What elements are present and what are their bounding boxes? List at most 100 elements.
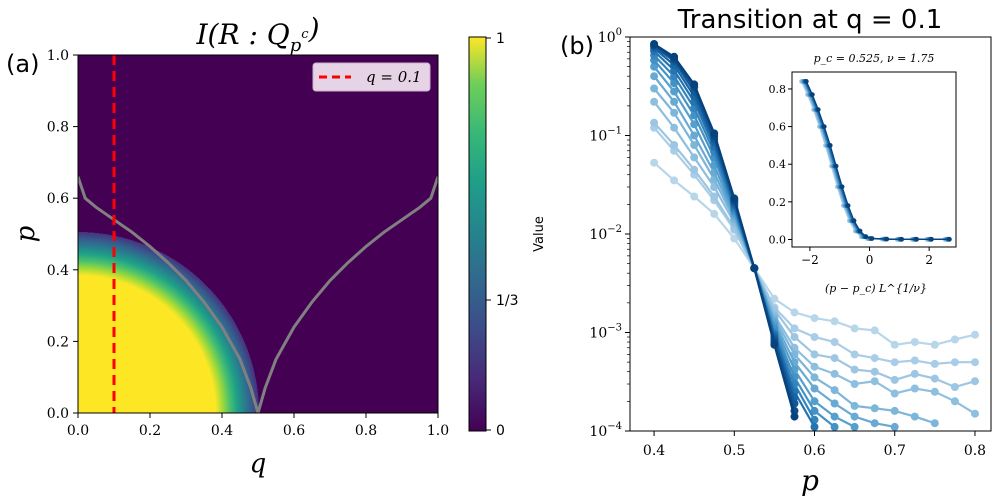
series-point — [790, 412, 799, 421]
series-point — [690, 131, 699, 140]
inset-point — [863, 234, 869, 240]
series-point — [690, 165, 699, 174]
series-point — [870, 354, 879, 363]
heatmap-xtick-label: 1.0 — [427, 423, 449, 439]
transition-ytick-label: 10−2 — [589, 224, 622, 243]
series-point — [971, 330, 979, 339]
series-point — [950, 383, 959, 391]
inset-background — [791, 71, 957, 248]
inset-point — [827, 143, 833, 148]
series-point — [690, 141, 699, 149]
series-point — [810, 350, 819, 359]
series-point — [690, 120, 699, 129]
heatmap-frame — [77, 54, 439, 414]
boundary-curve — [78, 176, 438, 413]
series-point — [930, 387, 939, 396]
inset-point — [815, 107, 821, 112]
series-point — [830, 386, 839, 395]
heatmap-axes: 0.0 0.2 0.4 0.6 0.8 1.0 0.0 0.2 0.4 0.6 0.8 1.0 — [47, 48, 449, 439]
colorbar-tick-top: 1 — [496, 31, 505, 47]
series-point — [810, 397, 819, 406]
series-point — [770, 294, 779, 303]
inset-xtick-label: 2 — [925, 253, 933, 267]
series-point — [930, 340, 939, 349]
inset-xlabel: (p − p_c) L^{1/ν} — [825, 282, 927, 295]
series-point — [670, 176, 679, 185]
series-line — [653, 43, 796, 417]
series-point — [690, 192, 699, 201]
heatmap-ytick-label: 0.2 — [47, 334, 69, 350]
series-point — [790, 333, 799, 341]
series-point — [890, 422, 899, 431]
heatmap-ytick-label: 0.0 — [47, 406, 69, 422]
series-point — [830, 412, 839, 421]
series-point — [650, 40, 659, 48]
series-point — [730, 234, 739, 243]
series-point — [890, 406, 899, 415]
inset-point — [914, 236, 919, 242]
series-point — [810, 314, 819, 323]
inset-point — [929, 236, 934, 242]
inset-point — [809, 92, 815, 97]
series-point — [910, 338, 919, 346]
series-point — [810, 333, 819, 341]
inset-point — [803, 79, 809, 84]
series-point — [830, 369, 839, 378]
colorbar-tick-bottom: 0 — [496, 423, 505, 439]
inset-ytick-label: 0.0 — [769, 233, 787, 246]
inset: p_c = 0.525, ν = 1.75 −2 0 2 0.0 0.2 0.4 0.6 0.… — [769, 52, 957, 295]
inset-axes: −2 0 2 0.0 0.2 0.4 0.6 0.8 — [769, 83, 933, 267]
series-point — [870, 326, 879, 335]
inset-ytick-label: 0.2 — [769, 196, 787, 209]
transition-ytick-label: 10−1 — [589, 126, 622, 145]
series-point — [690, 153, 699, 162]
legend-label: q = 0.1 — [366, 68, 422, 86]
series-point — [930, 374, 939, 383]
series-point — [770, 340, 779, 349]
series-point — [650, 158, 659, 167]
series-point — [910, 369, 919, 378]
inset-point — [839, 184, 845, 190]
series-point — [670, 87, 679, 96]
series-point — [870, 419, 879, 428]
transition-axes: 0.4 0.5 0.6 0.7 0.8 100 10−1 10−2 10−3 10−4 — [589, 27, 986, 459]
colorbar-tick-mid: 1/3 — [496, 293, 519, 309]
series-point — [890, 389, 899, 398]
inset-point — [821, 124, 827, 129]
inset-xtick-label: −2 — [801, 253, 819, 267]
series-point — [670, 108, 679, 117]
series-point — [910, 384, 919, 393]
series-point — [950, 358, 959, 367]
series-point — [710, 192, 719, 201]
series-point — [850, 380, 859, 388]
series-point — [850, 401, 859, 410]
series-point — [971, 409, 979, 418]
series-point — [950, 397, 959, 406]
series-point — [830, 422, 839, 431]
series-point — [710, 209, 719, 218]
series-point — [971, 358, 979, 367]
heatmap-xtick-label: 0.4 — [211, 423, 233, 439]
heatmap-high-region — [78, 55, 438, 413]
inset-point — [884, 236, 890, 242]
series-point — [850, 365, 859, 374]
heatmap-ylabel: p — [11, 225, 41, 242]
series-point — [910, 356, 919, 365]
panel-a: (a) I(R : Qpc) q = 0.1 0.0 0.2 0.4 0.6 0.8 1.… — [6, 12, 547, 479]
series-point — [930, 419, 939, 428]
series-point — [830, 317, 839, 326]
series-point — [710, 129, 719, 138]
heatmap-xtick-label: 0.6 — [283, 423, 305, 439]
series-point — [670, 52, 679, 61]
transition-xlabel: p — [801, 464, 819, 497]
series-point — [850, 324, 859, 333]
inset-point — [869, 236, 875, 241]
series-point — [750, 264, 759, 273]
inset-ytick-label: 0.8 — [769, 83, 787, 96]
inset-point — [899, 236, 905, 242]
series-point — [650, 97, 659, 106]
series-point — [850, 422, 859, 431]
transition-xtick-label: 0.8 — [964, 443, 986, 459]
series-point — [690, 80, 699, 89]
